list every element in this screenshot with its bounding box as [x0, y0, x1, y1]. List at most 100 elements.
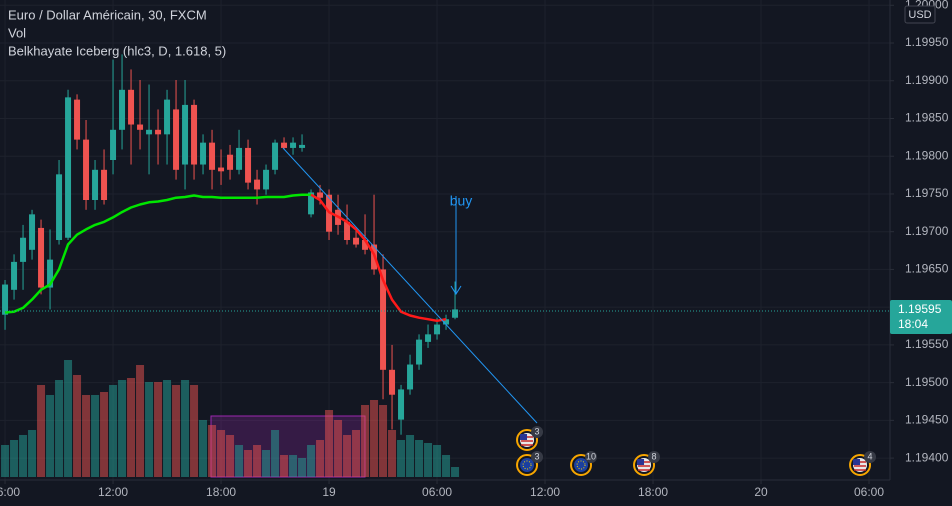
volume-bar: [262, 450, 271, 477]
volume-bar: [361, 405, 370, 477]
event-badge: [531, 451, 544, 463]
candle-body: [74, 99, 81, 140]
candle-body: [407, 364, 414, 390]
last-price-box: [890, 299, 952, 334]
candle-body: [272, 142, 279, 170]
x-tick-label: 12:00: [530, 485, 560, 499]
volume-bar: [91, 395, 100, 477]
candle-body: [38, 227, 45, 288]
countdown: 18:04: [898, 317, 928, 331]
volume-bar: [424, 443, 433, 477]
candle-body: [308, 192, 315, 215]
event-flag-stars: [576, 460, 586, 470]
event-badge: [531, 426, 544, 438]
volume-bar: [451, 467, 460, 477]
volume-bar: [307, 445, 316, 477]
candle-body: [92, 169, 99, 200]
volume-bar: [397, 440, 406, 477]
candle-body: [362, 240, 369, 250]
y-tick-label: 1.19750: [905, 186, 949, 200]
volume-bar: [163, 380, 172, 477]
volume-bar: [289, 455, 298, 477]
x-tick-label: 20: [754, 485, 768, 499]
x-tick-label: 06:00: [854, 485, 884, 499]
candle-body: [281, 142, 288, 148]
candle-body: [119, 89, 126, 130]
indicator: [4, 193, 447, 323]
event[interactable]: 8: [633, 451, 661, 476]
candle-body: [389, 369, 396, 395]
event[interactable]: 3: [516, 426, 544, 451]
candle-body: [191, 104, 198, 165]
indicator-label: Belkhayate Iceberg (hlc3, D, 1.618, 5): [8, 43, 226, 58]
y-tick-label: 1.19850: [905, 111, 949, 125]
currency[interactable]: USD: [908, 9, 931, 21]
candle-body: [20, 237, 27, 262]
candle-body: [83, 139, 90, 200]
candle-body: [47, 259, 54, 288]
volume-bar: [433, 445, 442, 477]
candle-body: [236, 147, 243, 170]
volume-bar: [343, 435, 352, 477]
candle-body: [263, 169, 270, 190]
y-tick-label: 1.19450: [905, 413, 949, 427]
event-count: 3: [535, 451, 540, 461]
volume: [1, 360, 460, 477]
candle-body: [11, 261, 18, 290]
volume-bar: [226, 435, 235, 477]
candle-body: [254, 179, 261, 190]
volume-bar: [73, 375, 82, 477]
volume-bar: [208, 425, 217, 477]
volume-bar: [55, 380, 64, 477]
time-axis: [0, 480, 952, 506]
candle-body: [29, 214, 36, 250]
events: 3 3 10 8 4: [516, 426, 877, 476]
volume-bar: [82, 395, 91, 477]
volume-bar: [154, 382, 163, 477]
volume-bar: [109, 385, 118, 477]
x-tick-label: 19: [322, 485, 336, 499]
event-count: 10: [586, 451, 596, 461]
volume-bar: [145, 382, 154, 477]
y-tick-label: 1.19900: [905, 73, 949, 87]
candle-body: [434, 324, 441, 335]
x-tick-label: 06:00: [422, 485, 452, 499]
candle-body: [425, 334, 432, 342]
event-flag-canton: [637, 459, 645, 465]
x-tick-label: 12:00: [98, 485, 128, 499]
candle-body: [443, 319, 450, 325]
currency-box[interactable]: [904, 5, 936, 24]
candle-body: [173, 109, 180, 170]
y-tick-label: 1.19550: [905, 337, 949, 351]
volume-bar: [1, 445, 10, 477]
volume-bar: [442, 455, 451, 477]
volume-bar: [37, 385, 46, 477]
candle-body: [218, 167, 225, 172]
last-price-label: 1.19595: [898, 302, 942, 316]
volume-bar: [64, 360, 73, 477]
candle-body: [344, 221, 351, 240]
volume-bar: [271, 430, 280, 477]
candle-body: [101, 169, 108, 200]
event[interactable]: 4: [849, 451, 877, 476]
event-flag-stars: [522, 460, 532, 470]
annotation: buy: [450, 193, 473, 209]
y-tick-label: 1.19950: [905, 35, 949, 49]
candle-body: [227, 154, 234, 170]
candle-body: [137, 124, 144, 130]
volume-bar: [199, 420, 208, 477]
event-count: 4: [868, 451, 873, 461]
volume-bar: [217, 430, 226, 477]
candle-body: [290, 142, 297, 148]
volume-bar: [415, 440, 424, 477]
candle-body: [398, 389, 405, 420]
event[interactable]: 3: [516, 451, 544, 476]
volume-bar: [298, 458, 307, 477]
volume-bar: [379, 405, 388, 477]
volume-bar: [325, 410, 334, 477]
arrow-head: [450, 285, 462, 295]
volume-bar: [100, 392, 109, 477]
volume-bar: [190, 385, 199, 477]
event[interactable]: 10: [570, 451, 598, 476]
